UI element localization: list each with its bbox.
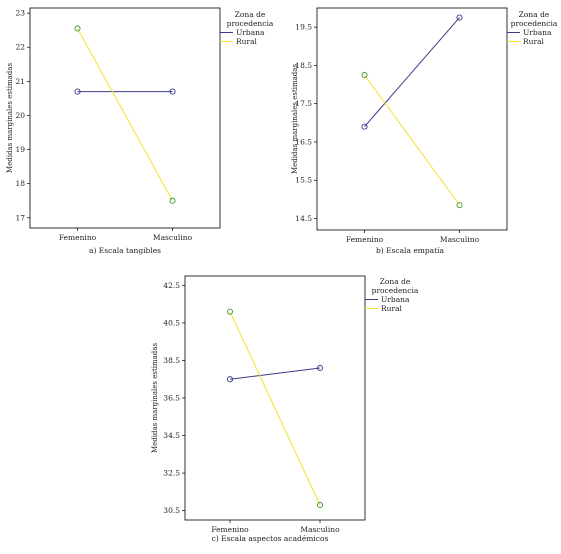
caption-b: b) Escala empatía (375, 246, 445, 255)
caption-c: c) Escala aspectos académicos (211, 534, 329, 543)
y-tick-label: 36.5 (163, 394, 180, 403)
legend-item-rural: Rural (365, 304, 425, 313)
series-line-rural (364, 74, 460, 206)
legend-swatch-rural (507, 41, 520, 42)
y-axis-label: Medidas marginales estimadas (151, 343, 159, 454)
series-line-urbana (229, 367, 321, 380)
chart-a-svg: 17 18 19 20 21 22 23 Femenino Masculino Medidas m… (6, 7, 221, 242)
data-point-urbana (74, 88, 81, 95)
series-line-rural (229, 311, 321, 506)
y-tick-label: 32.5 (163, 469, 180, 478)
legend-label-rural: Rural (236, 37, 257, 46)
legend-label-rural: Rural (381, 304, 402, 313)
y-tick-label: 23 (15, 9, 25, 18)
legend-title-line-1: Zona de (518, 10, 550, 19)
data-point-rural (226, 308, 234, 315)
legend-item-urbana: Urbana (507, 28, 561, 37)
legend-label-urbana: Urbana (236, 28, 265, 37)
x-tick-label: Masculino (440, 235, 480, 244)
y-tick-label: 18 (15, 179, 25, 188)
legend-label-urbana: Urbana (381, 295, 410, 304)
x-tick-label: Masculino (300, 525, 340, 534)
y-tick-label: 15.5 (295, 176, 312, 185)
legend-title-line-2: procedencia (510, 19, 558, 28)
y-tick-label: 19 (15, 145, 25, 154)
legend-title-line-1: Zona de (234, 10, 266, 19)
data-point-rural (456, 202, 463, 209)
data-point-rural (361, 71, 368, 79)
plot-frame (184, 275, 366, 521)
y-tick-label: 34.5 (163, 431, 180, 440)
y-tick-label: 14.5 (295, 214, 312, 223)
data-point-urbana (456, 14, 463, 21)
legend-label-rural: Rural (523, 37, 544, 46)
plot-frame (316, 7, 508, 231)
y-tick-label: 40.5 (163, 318, 180, 327)
chart-panel-c: 30.5 32.5 34.5 36.5 38.5 40.5 42.5 Femenino Masc… (145, 265, 435, 554)
data-point-urbana (169, 88, 176, 95)
legend-swatch-rural (220, 41, 233, 42)
legend-item-rural: Rural (507, 37, 561, 46)
chart-b-svg: 14.5 15.5 16.5 17.5 18.5 19.5 Femenino Masculin… (291, 7, 508, 244)
data-point-urbana (226, 376, 234, 383)
legend-title-line-2: procedencia (371, 286, 419, 295)
y-tick-label: 19.5 (295, 23, 312, 32)
legend-title-line-2: procedencia (226, 19, 274, 28)
chart-c-svg: 30.5 32.5 34.5 36.5 38.5 40.5 42.5 Femenino Masc… (151, 275, 366, 534)
legend-label-urbana: Urbana (523, 28, 552, 37)
data-point-urbana (361, 123, 368, 130)
y-axis-label: Medidas marginales estimadas (6, 63, 14, 174)
legend-item-urbana: Urbana (365, 295, 425, 304)
y-tick-label: 17.5 (295, 99, 312, 108)
y-axis-label: Medidas marginales estimadas (291, 64, 299, 175)
series-line-urbana (364, 17, 460, 127)
legend-swatch-urbana (507, 32, 520, 33)
y-tick-label: 17 (15, 213, 25, 222)
legend-swatch-rural (365, 308, 378, 309)
data-point-rural (169, 197, 176, 204)
series-line-rural (77, 28, 173, 201)
chart-panel-b: 14.5 15.5 16.5 17.5 18.5 19.5 Femenino Masculin… (285, 0, 561, 265)
data-point-rural (74, 25, 81, 32)
y-tick-label: 16.5 (295, 137, 312, 146)
legend-item-rural: Rural (220, 37, 280, 46)
y-tick-label: 18.5 (295, 61, 312, 70)
caption-a: a) Escala tangibles (88, 246, 162, 255)
y-tick-label: 38.5 (163, 356, 180, 365)
legend-a: Zona de procedencia Urbana Rural (220, 10, 280, 46)
legend-swatch-urbana (220, 32, 233, 33)
legend-title-line-1: Zona de (379, 277, 411, 286)
data-point-rural (316, 501, 324, 509)
y-tick-label: 22 (15, 43, 25, 52)
legend-c: Zona de procedencia Urbana Rural (365, 277, 425, 313)
plot-frame (29, 7, 221, 229)
chart-panel-a: 17 18 19 20 21 22 23 Femenino Masculino Medidas m… (0, 0, 290, 265)
x-tick-label: Femenino (59, 233, 97, 242)
data-point-urbana (316, 364, 324, 372)
y-tick-label: 21 (15, 77, 25, 86)
x-tick-label: Femenino (346, 235, 384, 244)
x-tick-label: Femenino (211, 525, 249, 534)
legend-item-urbana: Urbana (220, 28, 280, 37)
x-tick-label: Masculino (153, 233, 193, 242)
y-tick-label: 20 (15, 111, 25, 120)
y-tick-label: 42.5 (163, 281, 180, 290)
legend-b: Zona de procedencia Urbana Rural (507, 10, 561, 46)
legend-swatch-urbana (365, 299, 378, 300)
y-tick-label: 30.5 (163, 506, 180, 515)
